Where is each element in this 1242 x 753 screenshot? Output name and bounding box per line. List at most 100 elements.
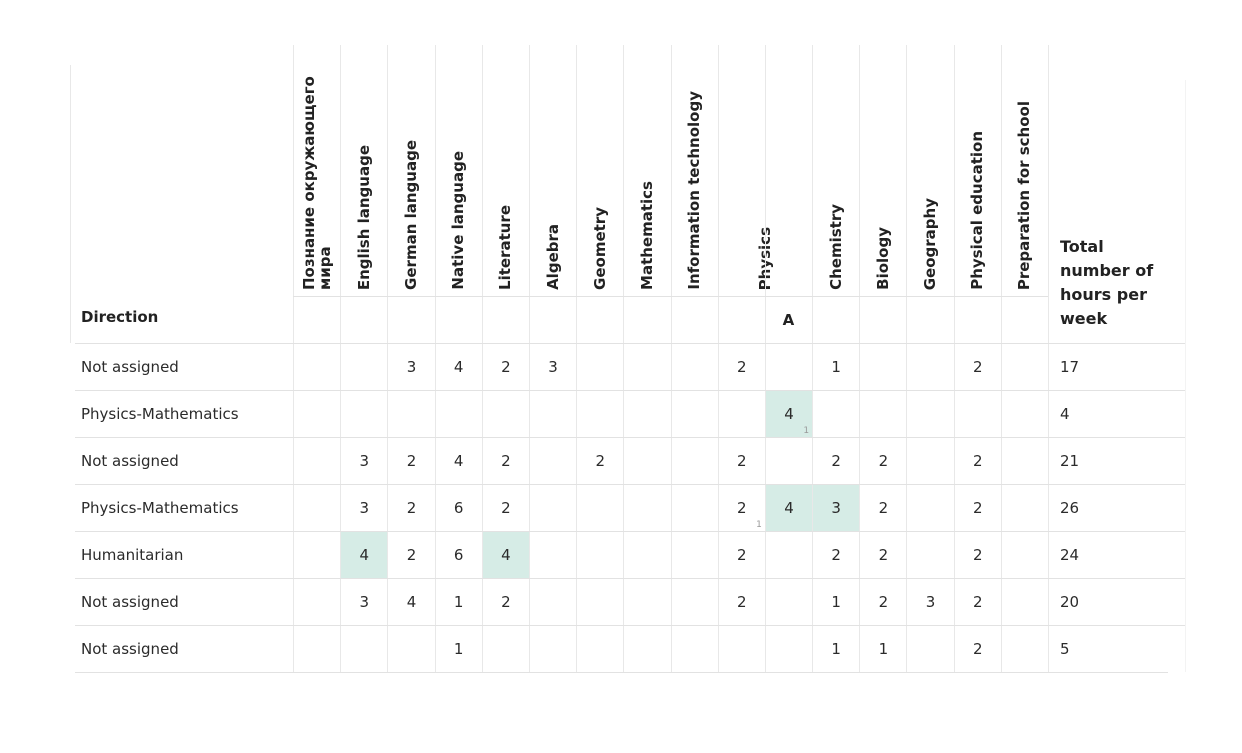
total-cell: 17 bbox=[1060, 357, 1080, 376]
grid-line bbox=[340, 45, 342, 672]
cell-note: 1 bbox=[756, 520, 762, 530]
total-cell: 4 bbox=[1060, 404, 1070, 423]
hours-cell: 1 bbox=[831, 593, 841, 611]
column-header: Algebra bbox=[529, 45, 576, 290]
hours-cell: 6 bbox=[453, 499, 464, 517]
hours-cell: 2 bbox=[501, 452, 511, 470]
hours-cell: 3 bbox=[813, 485, 860, 531]
direction-cell: Humanitarian bbox=[81, 545, 184, 564]
grid-line bbox=[75, 531, 1185, 532]
grid-line bbox=[764, 45, 766, 672]
hours-cell: 2 bbox=[406, 499, 417, 517]
grid-line bbox=[1000, 45, 1002, 672]
hours-cell: 2 bbox=[972, 593, 983, 611]
grid-line bbox=[812, 45, 814, 672]
grid-line bbox=[906, 45, 908, 672]
hours-cell: 2 bbox=[878, 499, 889, 517]
grid-line bbox=[293, 296, 1048, 297]
column-header: Physical education bbox=[954, 45, 1001, 290]
column-header-text: Native language bbox=[449, 151, 468, 290]
direction-cell: Not assigned bbox=[81, 451, 179, 470]
column-header-text: Geography bbox=[921, 197, 940, 290]
grid-line bbox=[70, 65, 71, 343]
grid-line bbox=[670, 45, 672, 672]
direction-cell: Not assigned bbox=[81, 639, 179, 658]
grid-line bbox=[75, 390, 1185, 391]
cell-note: 1 bbox=[803, 426, 810, 436]
total-header: Total number of hours per week bbox=[1060, 237, 1154, 328]
column-header-text: Познание окружающего мира bbox=[299, 76, 334, 290]
total-cell: 26 bbox=[1060, 498, 1080, 517]
grid-line bbox=[576, 45, 578, 672]
column-header: Mathematics bbox=[623, 45, 670, 290]
grid-line bbox=[434, 45, 436, 672]
grid-line bbox=[717, 45, 719, 672]
grid-line bbox=[75, 578, 1185, 579]
hours-cell: 2 bbox=[972, 499, 983, 517]
grid-line bbox=[75, 484, 1185, 485]
column-header: Познание окружающего мира bbox=[293, 45, 340, 290]
hours-cell: 2 bbox=[878, 546, 889, 564]
hours-cell: 4 bbox=[406, 593, 417, 611]
hours-cell: 3 bbox=[406, 358, 417, 376]
grid-line bbox=[293, 45, 294, 672]
grid-line bbox=[75, 625, 1185, 626]
grid-line bbox=[953, 45, 955, 672]
hours-cell: 2 bbox=[737, 452, 747, 470]
hours-cell: 2 bbox=[595, 452, 605, 470]
hours-cell: 1 bbox=[831, 640, 841, 658]
column-header-text: English language bbox=[354, 144, 373, 290]
total-cell: 21 bbox=[1060, 451, 1080, 470]
hours-cell: 2 bbox=[972, 358, 983, 376]
hours-cell: 2 bbox=[831, 546, 841, 564]
hours-cell: 2 bbox=[972, 452, 983, 470]
column-header-text: Information technology bbox=[685, 91, 704, 290]
hours-cell: 1 bbox=[831, 358, 841, 376]
hours-cell: 3 bbox=[359, 499, 370, 517]
column-header: Literature bbox=[482, 45, 529, 290]
hours-cell: 3 bbox=[359, 452, 370, 470]
hours-cell: 2 bbox=[501, 593, 511, 611]
hours-cell: 4 bbox=[453, 358, 464, 376]
column-header-text: Algebra bbox=[543, 224, 562, 290]
total-cell: 24 bbox=[1060, 545, 1080, 564]
hours-cell: 6 bbox=[453, 546, 464, 564]
hours-cell: 4 bbox=[453, 452, 464, 470]
column-header-text: Physical education bbox=[968, 131, 987, 290]
direction-cell: Physics-Mathematics bbox=[81, 498, 239, 517]
direction-cell: Not assigned bbox=[81, 592, 179, 611]
column-header-text: Biology bbox=[873, 227, 892, 290]
hours-cell: 2 bbox=[406, 452, 417, 470]
hours-cell: 2 bbox=[737, 593, 747, 611]
grid-line bbox=[528, 45, 530, 672]
grid-line bbox=[75, 343, 1185, 344]
column-header: German language bbox=[387, 45, 434, 290]
total-cell: 20 bbox=[1060, 592, 1080, 611]
hours-cell: 2 bbox=[878, 593, 889, 611]
column-header: Preparation for school bbox=[1001, 45, 1048, 290]
hours-cell: 1 bbox=[453, 593, 464, 611]
hours-cell: 2 bbox=[501, 499, 511, 517]
column-header-text: Literature bbox=[496, 205, 515, 290]
grid-line bbox=[75, 437, 1185, 438]
direction-cell: Not assigned bbox=[81, 357, 179, 376]
direction-header: Direction bbox=[81, 308, 159, 326]
column-header-text: Geometry bbox=[590, 207, 609, 290]
hours-cell: 2 bbox=[737, 546, 747, 564]
hours-cell: 2 bbox=[972, 640, 983, 658]
column-header: Chemistry bbox=[812, 45, 859, 290]
hours-cell: 1 bbox=[453, 640, 464, 658]
total-cell: 5 bbox=[1060, 639, 1070, 658]
hours-cell: 3 bbox=[925, 593, 936, 611]
hours-cell: 2 bbox=[406, 546, 417, 564]
hours-cell: 2 bbox=[831, 452, 841, 470]
hours-cell: 2 bbox=[972, 546, 983, 564]
column-header: Information technology bbox=[671, 45, 718, 290]
column-header-text: Preparation for school bbox=[1015, 100, 1034, 290]
grid-line bbox=[623, 45, 625, 672]
hours-cell: 4 bbox=[765, 485, 813, 531]
hours-cell: 3 bbox=[359, 593, 370, 611]
